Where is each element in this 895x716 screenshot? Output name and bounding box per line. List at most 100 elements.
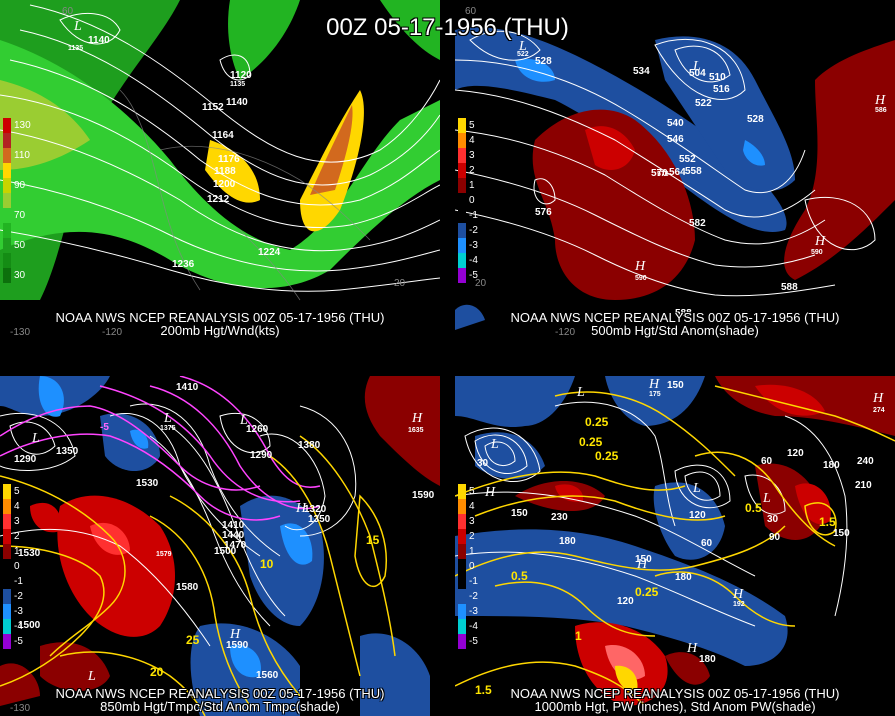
label-1375: 1375 <box>160 425 176 432</box>
panel-caption-line1: NOAA NWS NCEP REANALYSIS 00Z 05-17-1956 … <box>55 686 385 701</box>
label-510: 510 <box>709 72 726 83</box>
label-1176: 1176 <box>218 154 240 165</box>
legend-row: -1 <box>458 208 492 223</box>
label-540: 540 <box>667 118 684 129</box>
pw-label-05a: 0.5 <box>511 569 528 583</box>
low-symbol: L <box>163 411 172 426</box>
label-582: 582 <box>689 218 706 229</box>
high-symbol: H <box>814 234 826 249</box>
low-symbol: L <box>87 669 96 684</box>
label-586: 586 <box>875 107 887 114</box>
label-1140b: 1140 <box>226 97 248 108</box>
high-symbol: H <box>732 587 744 602</box>
label-1500: 1500 <box>214 546 237 557</box>
label-150d: 150 <box>635 554 652 565</box>
pw-label-15b: 1.5 <box>475 683 492 697</box>
legend-row: 130 <box>3 118 37 133</box>
label-274: 274 <box>873 407 885 414</box>
legend-row: 50 <box>3 238 37 253</box>
label-516: 516 <box>713 84 730 95</box>
legend-row <box>3 193 37 208</box>
label-522b: 522 <box>695 98 712 109</box>
low-symbol: L <box>73 19 82 34</box>
legend-row <box>3 133 37 148</box>
label-1152: 1152 <box>202 102 224 113</box>
label-120b: 120 <box>689 510 706 521</box>
legend-row: 2 <box>3 529 37 544</box>
legend-row: -4 <box>458 253 492 268</box>
legend-row: 4 <box>458 499 492 514</box>
map-1000mb: 150 175 274 0.25 0.25 0.25 60 120 180 24… <box>455 376 895 716</box>
legend-row: 2 <box>458 163 492 178</box>
legend-row: 0 <box>3 559 37 574</box>
high-symbol: H <box>484 485 496 500</box>
high-symbol: H <box>648 377 660 392</box>
label-590b: 590 <box>811 249 823 256</box>
lon-label-130: -130 <box>10 327 30 338</box>
map-500mb: 528 522 534 504 510 516 522 528 540 546 … <box>455 0 895 340</box>
label-570: 570 <box>651 168 668 179</box>
legend-row: 1 <box>458 544 492 559</box>
pw-label-1: 1 <box>575 629 582 643</box>
label-180d: 180 <box>699 654 716 665</box>
label-528b: 528 <box>747 114 764 125</box>
lon-label-130: -130 <box>10 703 30 714</box>
legend-row: -3 <box>458 604 492 619</box>
legend-row: -2 <box>458 589 492 604</box>
label-1236: 1236 <box>172 259 195 270</box>
legend-row <box>3 253 37 268</box>
low-symbol: L <box>576 385 585 400</box>
legend-row: 1 <box>458 178 492 193</box>
low-symbol: L <box>239 413 248 428</box>
label-576: 576 <box>535 207 552 218</box>
legend-row: -5 <box>3 634 37 649</box>
legend-row <box>3 223 37 238</box>
temp-label-10: 10 <box>260 557 274 571</box>
label-1224: 1224 <box>258 247 281 258</box>
legend-row: 4 <box>458 133 492 148</box>
legend-row: 1 <box>3 544 37 559</box>
label-588b: 588 <box>675 308 692 319</box>
temp-label-neg5: -5 <box>100 422 109 433</box>
label-150: 150 <box>667 380 684 391</box>
low-symbol: L <box>692 59 701 74</box>
label-150b: 150 <box>833 528 850 539</box>
label-1140: 1140 <box>88 35 110 46</box>
low-symbol: L <box>692 481 701 496</box>
legend-row: -1 <box>3 574 37 589</box>
label-175: 175 <box>649 391 661 398</box>
label-1212: 1212 <box>207 194 230 205</box>
legend-row: 110 <box>3 148 37 163</box>
lon-label: -120 <box>102 327 122 338</box>
legend-row: 0 <box>458 559 492 574</box>
label-528: 528 <box>535 56 552 67</box>
label-552: 552 <box>679 154 696 165</box>
label-1635: 1635 <box>408 427 424 434</box>
lon-label: -120 <box>100 703 120 714</box>
high-symbol: H <box>229 627 241 642</box>
pw-label-025d: 0.25 <box>635 585 659 599</box>
label-1530: 1530 <box>136 478 159 489</box>
label-180: 180 <box>823 460 840 471</box>
label-1135a: 1135 <box>68 45 83 52</box>
low-symbol: L <box>31 431 40 446</box>
low-symbol: L <box>518 39 527 54</box>
high-symbol: H <box>636 557 648 572</box>
label-1380: 1380 <box>298 440 321 451</box>
label-590: 590 <box>635 275 647 282</box>
low-symbol: L <box>762 491 771 506</box>
label-192: 192 <box>733 601 745 608</box>
label-1200: 1200 <box>213 179 236 190</box>
panel-caption-line2: 500mb Hgt/Std Anom(shade) <box>591 323 759 338</box>
temp-label-15: 15 <box>366 533 380 547</box>
legend-row: -5 <box>458 634 492 649</box>
label-1500b: 1500 <box>18 620 41 631</box>
label-1164: 1164 <box>212 130 234 141</box>
label-1590b: 1590 <box>226 640 249 651</box>
lat-label-20: 20 <box>394 278 406 289</box>
label-120c: 120 <box>617 596 634 607</box>
legend-row: 5 <box>458 118 492 133</box>
low-symbol: L <box>490 437 499 452</box>
legend-850mb: 5 4 3 2 1 0 -1 -2 -3 -4 -5 <box>3 484 37 649</box>
label-1579: 1579 <box>156 551 172 558</box>
